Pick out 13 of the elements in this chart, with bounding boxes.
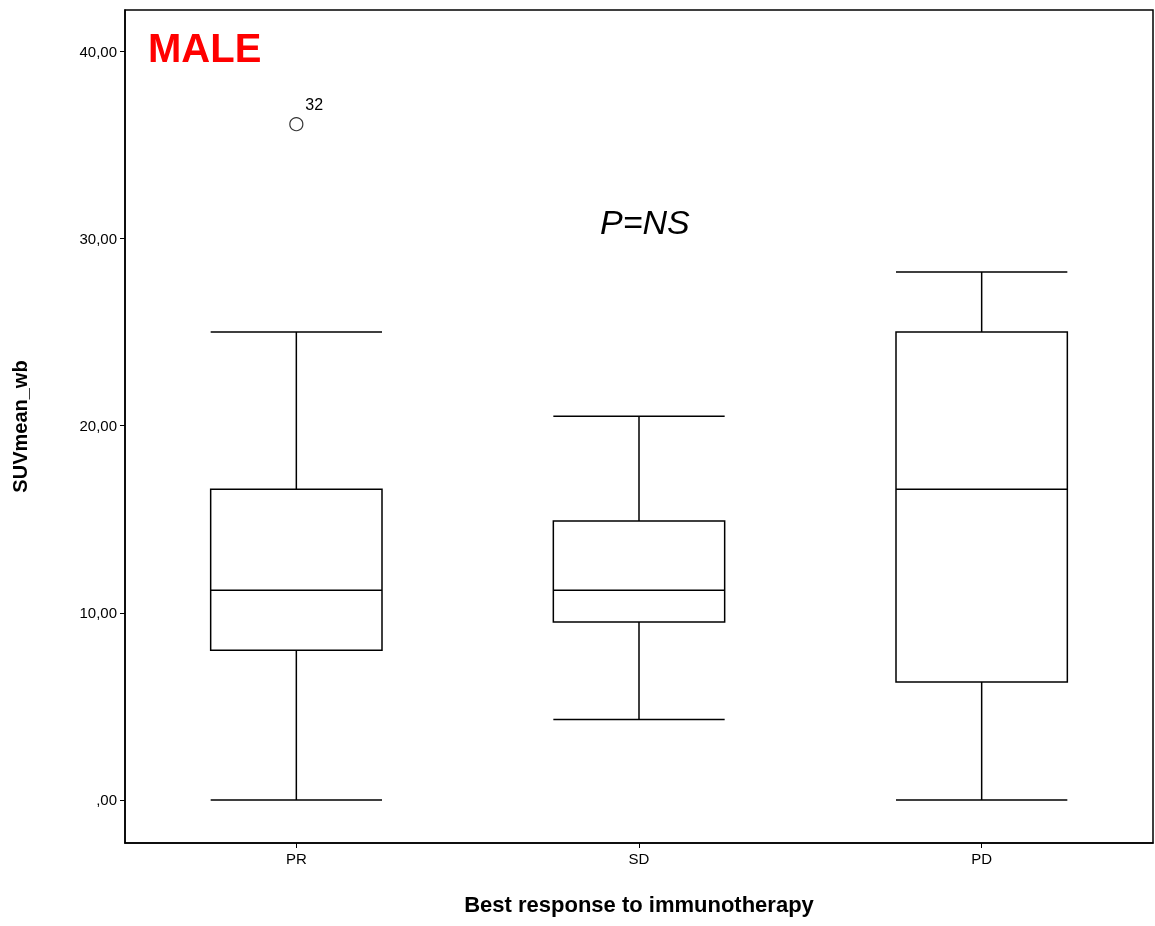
- y-tick-label: 40,00: [79, 42, 117, 60]
- y-axis-title: SUVmean_wb: [9, 360, 31, 493]
- annotation: MALE: [148, 26, 262, 70]
- x-tick-label: PR: [285, 850, 307, 867]
- annotation: P=NS: [600, 203, 691, 241]
- y-tick-label: 20,00: [79, 417, 117, 435]
- x-tick-label: PD: [971, 850, 993, 867]
- x-tick-label: SD: [628, 850, 650, 867]
- y-tick-label: ,00: [96, 791, 117, 809]
- x-axis-title: Best response to immunotherapy: [464, 891, 815, 917]
- annotation: 32: [305, 95, 324, 113]
- y-tick-label: 30,00: [79, 229, 117, 247]
- y-tick-label: 10,00: [79, 604, 117, 622]
